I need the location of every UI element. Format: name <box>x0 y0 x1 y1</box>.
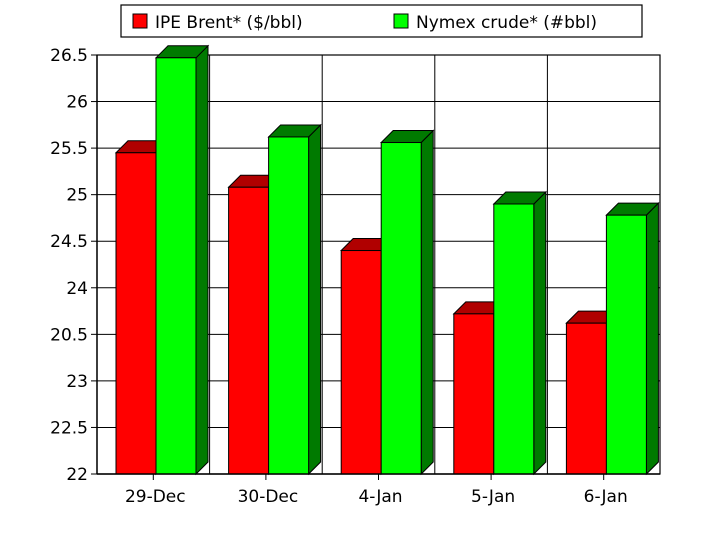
y-tick-label: 23 <box>66 372 88 392</box>
y-tick-label: 20.5 <box>50 325 88 345</box>
x-tick-label: 5-Jan <box>471 487 515 507</box>
bar-front <box>155 57 197 475</box>
y-tick-label: 22.5 <box>50 418 88 438</box>
legend: IPE Brent* ($/bbl) Nymex crude* (#bbl) <box>120 4 643 38</box>
bar-side <box>533 190 547 476</box>
x-tick-label: 6-Jan <box>584 487 628 507</box>
bar-front <box>453 313 495 475</box>
x-tick-label: 30-Dec <box>238 487 299 507</box>
bar-nymex-6-Jan <box>605 201 660 476</box>
y-tick-label: 25 <box>66 186 88 206</box>
legend-label-brent: IPE Brent* ($/bbl) <box>155 13 303 33</box>
y-tick-label: 22 <box>66 465 88 485</box>
y-tick-label: 25.5 <box>50 139 88 159</box>
legend-swatch-nymex <box>393 13 409 29</box>
y-tick-label: 26 <box>66 93 88 113</box>
y-tick-label: 24 <box>66 279 88 299</box>
bar-side <box>420 129 434 476</box>
legend-swatch-brent <box>132 13 148 29</box>
legend-box <box>120 4 643 38</box>
x-tick-label: 4-Jan <box>358 487 402 507</box>
y-tick-label: 24.5 <box>50 232 88 252</box>
bar-side <box>195 44 209 476</box>
bar-front <box>115 152 157 475</box>
bar-brent-29-Dec <box>114 139 170 476</box>
axes: 22 22.5 23 20.5 24 24.5 25 25.5 26 26.5 29-Dec 30-D… <box>50 46 660 507</box>
y-tick-label: 26.5 <box>50 46 88 66</box>
bar-side <box>645 201 659 476</box>
bar-front <box>605 214 647 475</box>
bar-side <box>308 123 322 476</box>
bar-front <box>340 250 382 475</box>
bar-front <box>228 186 270 475</box>
bar-front <box>380 142 422 475</box>
bar-front <box>565 322 607 475</box>
bar-front <box>268 136 310 475</box>
bar-nymex-4-Jan <box>379 129 435 476</box>
bars <box>114 44 660 476</box>
bar-nymex-30-Dec <box>267 123 322 476</box>
bar-front <box>493 203 535 475</box>
bar-nymex-5-Jan <box>492 190 548 476</box>
x-tick-label: 29-Dec <box>125 487 186 507</box>
bar-nymex-29-Dec <box>154 44 210 476</box>
legend-label-nymex: Nymex crude* (#bbl) <box>416 13 597 33</box>
